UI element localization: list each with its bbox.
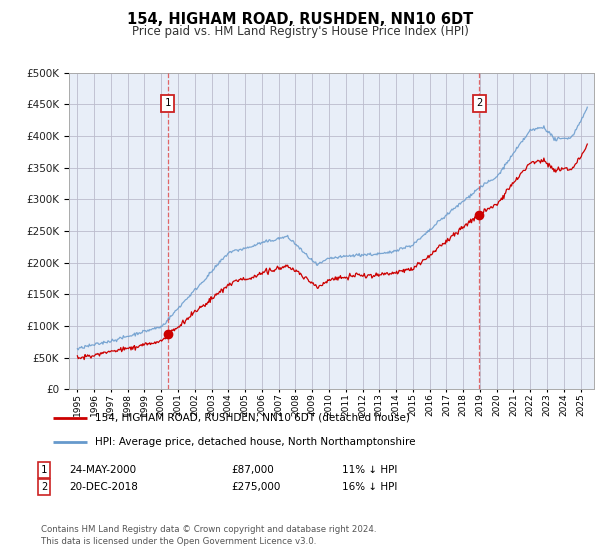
Text: 16% ↓ HPI: 16% ↓ HPI (342, 482, 397, 492)
Text: 1: 1 (164, 98, 171, 108)
Text: 2: 2 (476, 98, 482, 108)
Text: £275,000: £275,000 (231, 482, 280, 492)
Text: 154, HIGHAM ROAD, RUSHDEN, NN10 6DT: 154, HIGHAM ROAD, RUSHDEN, NN10 6DT (127, 12, 473, 27)
Text: 1: 1 (41, 465, 47, 475)
Text: 11% ↓ HPI: 11% ↓ HPI (342, 465, 397, 475)
Text: Price paid vs. HM Land Registry's House Price Index (HPI): Price paid vs. HM Land Registry's House … (131, 25, 469, 38)
Text: 20-DEC-2018: 20-DEC-2018 (69, 482, 138, 492)
Text: 2: 2 (41, 482, 47, 492)
Text: 154, HIGHAM ROAD, RUSHDEN, NN10 6DT (detached house): 154, HIGHAM ROAD, RUSHDEN, NN10 6DT (det… (95, 413, 410, 423)
Text: £87,000: £87,000 (231, 465, 274, 475)
Text: Contains HM Land Registry data © Crown copyright and database right 2024.
This d: Contains HM Land Registry data © Crown c… (41, 525, 376, 546)
Text: HPI: Average price, detached house, North Northamptonshire: HPI: Average price, detached house, Nort… (95, 437, 415, 447)
Text: 24-MAY-2000: 24-MAY-2000 (69, 465, 136, 475)
